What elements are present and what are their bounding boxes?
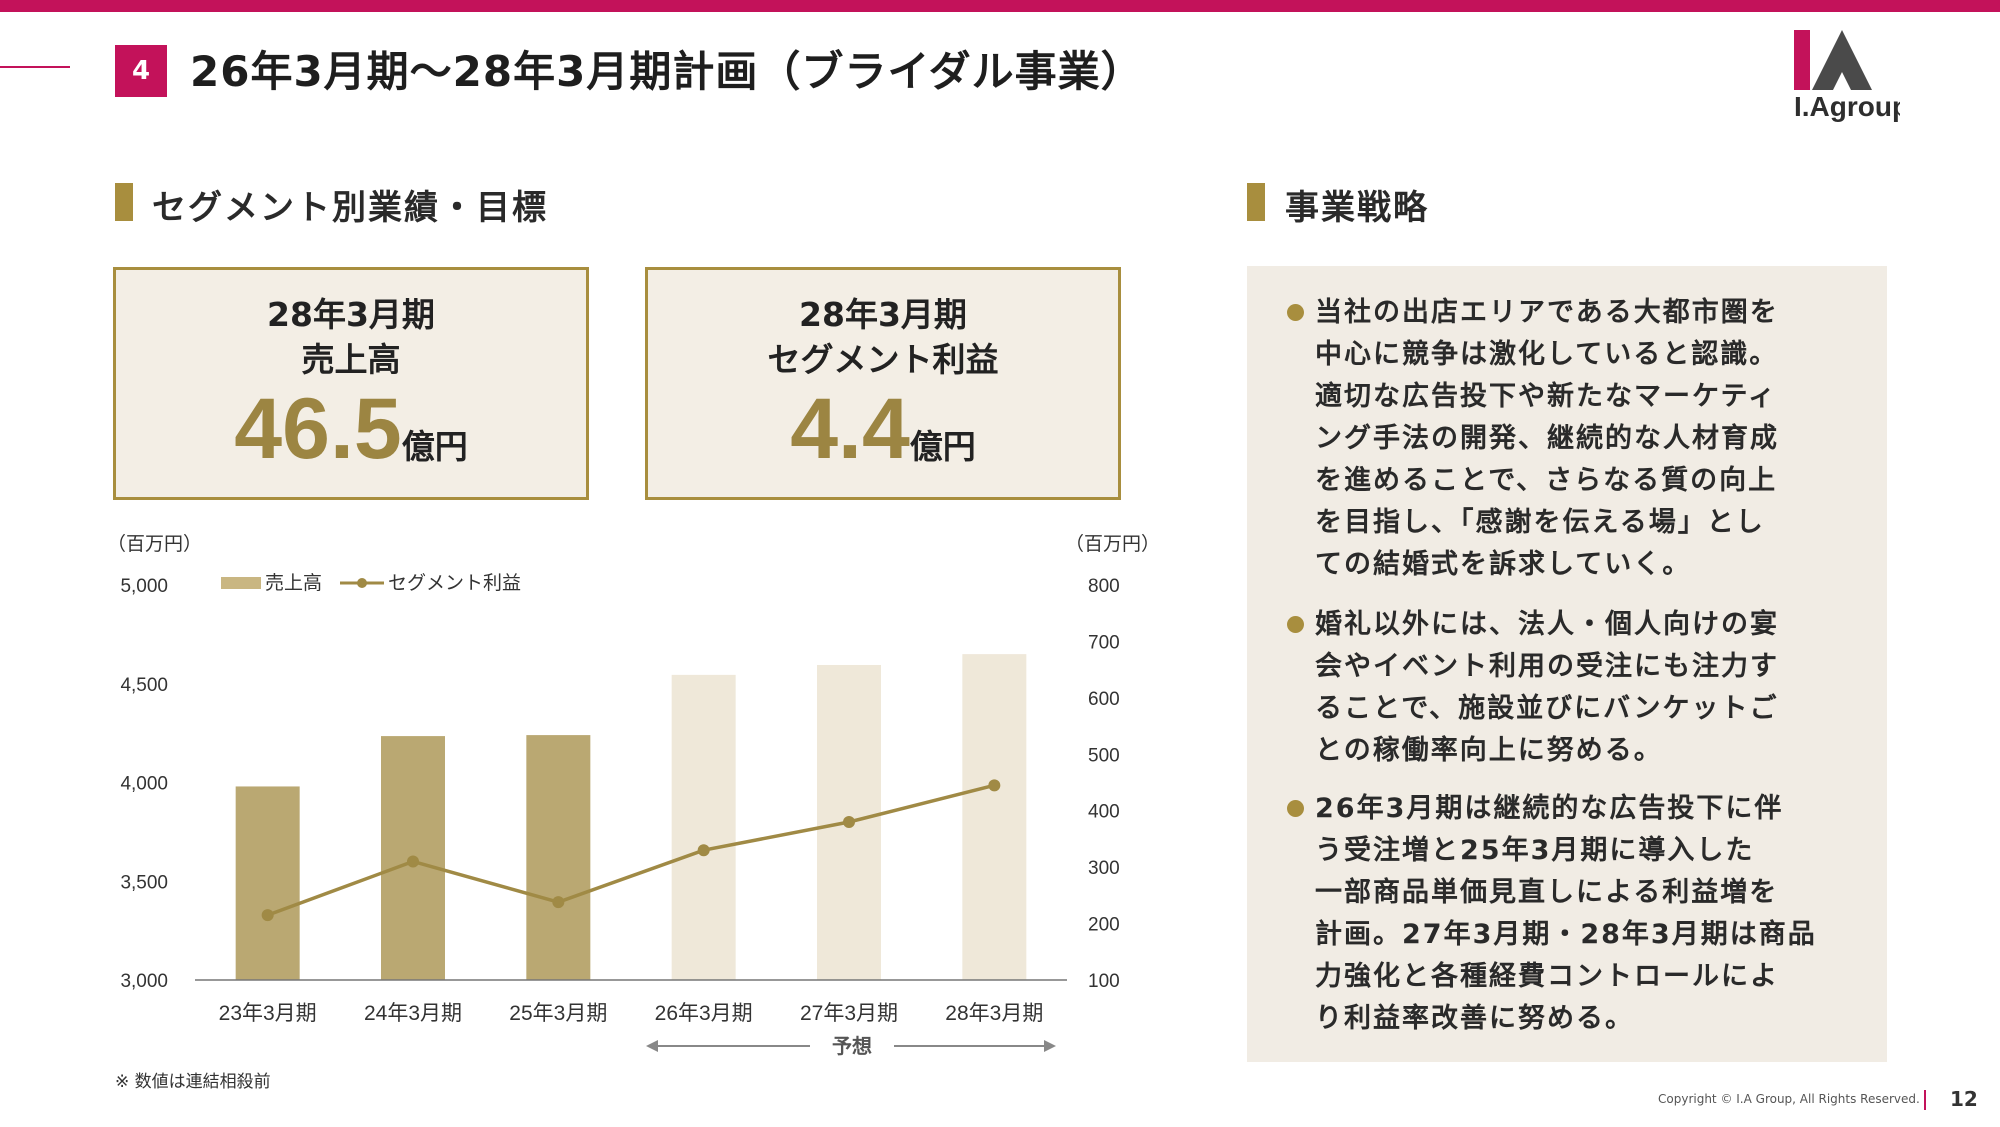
page-separator: [1924, 1090, 1926, 1110]
right-axis-tick-label: 500: [1088, 745, 1120, 766]
kpi-unit: 億円: [401, 427, 468, 466]
right-axis-tick-label: 200: [1088, 915, 1120, 936]
section-marker: [1247, 183, 1265, 221]
ia-group-logo: I.Agroup: [1794, 30, 1900, 122]
left-axis-tick-label: 4,000: [120, 774, 168, 795]
bullet-dot-icon: [1287, 800, 1304, 817]
section-number-badge: 4: [115, 45, 167, 97]
right-axis-tick-label: 100: [1088, 971, 1120, 992]
right-axis-unit: （百万円）: [1065, 533, 1160, 555]
right-axis-tick-label: 800: [1088, 576, 1120, 597]
profit-point: [843, 816, 855, 828]
sales-bar: [235, 786, 300, 980]
kpi-unit: 億円: [909, 427, 976, 466]
x-axis-category-label: 26年3月期: [655, 1002, 753, 1025]
bullet-dot-icon: [1287, 304, 1304, 321]
left-axis-tick-label: 5,000: [120, 576, 168, 597]
legend-label-profit: セグメント利益: [388, 572, 521, 594]
header-left-rule: [0, 66, 70, 68]
sales-bar: [671, 674, 736, 980]
kpi-value: 46.5: [234, 381, 402, 477]
left-axis-tick-label: 3,000: [120, 971, 168, 992]
strategy-bullet: 当社の出店エリアである大都市圏を 中心に競争は激化していると認識。 適切な広告投…: [1287, 292, 1779, 586]
top-accent-bar: [0, 0, 2000, 12]
section-marker: [115, 183, 133, 221]
x-axis-category-label: 28年3月期: [945, 1002, 1043, 1025]
profit-point: [697, 844, 710, 857]
page-title: 26年3月期～28年3月期計画（ブライダル事業）: [190, 47, 1144, 96]
left-axis-tick-label: 4,500: [120, 675, 168, 696]
forecast-arrow-right-head: [1044, 1040, 1056, 1052]
strategy-bullet-text: 婚礼以外には、法人・個人向けの宴 会やイベント利用の受注にも注力す ることで、施…: [1315, 609, 1779, 766]
forecast-label: 予想: [832, 1035, 872, 1058]
sales-bar: [962, 654, 1027, 980]
copyright: Copyright © I.A Group, All Rights Reserv…: [1658, 1092, 1920, 1106]
profit-point: [988, 779, 1001, 792]
right-axis-tick-label: 600: [1088, 689, 1120, 710]
right-axis-tick-label: 300: [1088, 858, 1120, 879]
strategy-bullet-text: 26年3月期は継続的な広告投下に伴 う受注増と25年3月期に導入した 一部商品単…: [1315, 793, 1817, 1034]
kpi-sales-box: 28年3月期 売上高 46.5億円: [113, 267, 589, 500]
profit-point: [407, 855, 419, 868]
profit-point: [552, 896, 565, 909]
strategy-bullet-text: 当社の出店エリアである大都市圏を 中心に競争は激化していると認識。 適切な広告投…: [1315, 297, 1779, 580]
sales-bar: [526, 735, 591, 980]
x-axis-category-label: 24年3月期: [364, 1002, 462, 1025]
forecast-indicator: 予想: [646, 1035, 1056, 1058]
strategy-bullet: 26年3月期は継続的な広告投下に伴 う受注増と25年3月期に導入した 一部商品単…: [1287, 788, 1817, 1040]
bullet-dot-icon: [1287, 616, 1304, 633]
sales-profit-chart: （百万円） （百万円） 売上高 セグメント利益 3,000 3,500 4,000 4…: [107, 533, 1160, 1058]
strategy-bullet: 婚礼以外には、法人・個人向けの宴 会やイベント利用の受注にも注力す ることで、施…: [1287, 604, 1779, 772]
left-axis-tick-label: 3,500: [120, 872, 168, 893]
logo-text: I.Agroup: [1794, 91, 1900, 122]
x-axis-category-label: 27年3月期: [800, 1002, 898, 1025]
profit-point: [261, 909, 274, 922]
profit-line: [267, 783, 995, 917]
page-number: 12: [1950, 1087, 1978, 1111]
right-axis-tick-label: 400: [1088, 802, 1120, 823]
left-axis-unit: （百万円）: [107, 533, 202, 555]
right-section-title: 事業戦略: [1285, 188, 1429, 228]
right-axis-tick-label: 700: [1088, 632, 1120, 653]
kpi-period: 28年3月期: [267, 295, 435, 334]
kpi-label: セグメント利益: [767, 340, 999, 379]
x-axis-category-label: 23年3月期: [219, 1002, 317, 1025]
x-axis-category-label: 25年3月期: [509, 1002, 607, 1025]
footnote: ※ 数値は連結相殺前: [115, 1072, 271, 1092]
forecast-arrow-left-head: [646, 1040, 658, 1052]
left-section-title: セグメント別業績・目標: [152, 188, 548, 228]
strategy-panel: 当社の出店エリアである大都市圏を 中心に競争は激化していると認識。 適切な広告投…: [1247, 266, 1887, 1062]
legend-label-sales: 売上高: [265, 572, 322, 594]
kpi-value: 4.4: [790, 381, 910, 477]
kpi-label: 売上高: [301, 340, 401, 379]
kpi-profit-box: 28年3月期 セグメント利益 4.4億円: [645, 267, 1121, 500]
legend-swatch-sales: [221, 577, 261, 589]
chart-legend: 売上高 セグメント利益: [221, 572, 521, 594]
legend-marker-profit: [357, 578, 367, 588]
kpi-period: 28年3月期: [799, 295, 967, 334]
